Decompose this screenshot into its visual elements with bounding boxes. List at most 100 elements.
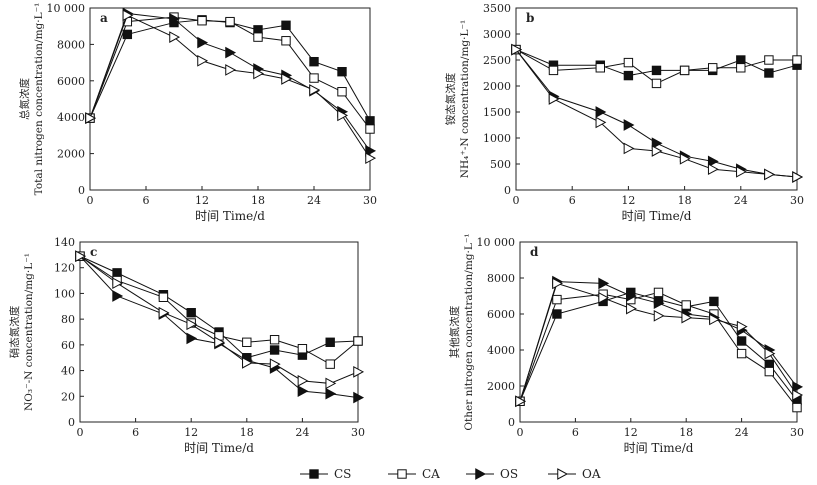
y-tick-label: 6000 — [487, 308, 515, 321]
panel-letter: d — [530, 245, 539, 259]
y-tick-label: 3000 — [483, 28, 511, 41]
y-axis-label-cn: 总氮浓度 — [18, 78, 31, 120]
point-OA — [598, 291, 610, 304]
point-OA — [595, 116, 607, 129]
point-OA — [651, 145, 663, 157]
series-line-OS — [89, 12, 371, 152]
x-tick-label: 0 — [513, 194, 520, 207]
y-axis-label-cn: 铵态氮浓度 — [444, 72, 457, 125]
point-CA — [736, 348, 747, 359]
panel-letter: b — [526, 11, 534, 25]
point-OS — [792, 381, 804, 393]
panel-c: 0 6 12 18 24 30 0 20 40 60 80 100 120 140 c 时间 Time/d 硝态… — [8, 236, 365, 455]
point-CA — [595, 63, 605, 73]
point-CA — [651, 78, 662, 89]
series-CA — [515, 287, 802, 413]
x-tick-label: 6 — [569, 194, 576, 207]
point-CA — [679, 65, 690, 76]
legend-item-OS: OS — [466, 467, 518, 481]
x-axis-label: 时间 Time/d — [184, 441, 254, 455]
panel-b: 0 6 12 18 24 30 0 500 1000 1500 2000 2500 3000 3500 b 时… — [444, 2, 804, 223]
x-tick-label: 0 — [517, 426, 524, 439]
point-CA — [653, 287, 664, 298]
point-CA — [708, 63, 718, 73]
y-tick-label: 60 — [61, 339, 75, 352]
y-tick-label: 2000 — [487, 380, 515, 393]
point-OA — [225, 64, 237, 76]
point-CA — [736, 63, 746, 73]
x-tick-label: 24 — [735, 426, 749, 439]
y-tick-label: 1500 — [483, 106, 511, 119]
x-tick-label: 18 — [679, 426, 693, 439]
point-CA — [281, 36, 291, 46]
plot-frame — [519, 241, 798, 423]
point-OS — [197, 36, 209, 49]
x-axis-label: 时间 Time/d — [624, 441, 694, 455]
legend-item-CS: CS — [300, 467, 351, 481]
point-CS — [651, 65, 662, 76]
point-OA — [85, 112, 97, 124]
point-CS — [186, 308, 196, 318]
point-CA — [365, 124, 375, 134]
point-OA — [548, 93, 560, 105]
point-OA — [75, 250, 87, 262]
x-tick-label: 24 — [734, 194, 748, 207]
series-line-OA — [519, 282, 798, 402]
point-OS — [169, 13, 181, 25]
point-CA — [764, 55, 774, 65]
point-OA — [169, 31, 181, 43]
x-tick-label: 6 — [143, 194, 150, 207]
legend-item-OA: OA — [548, 467, 601, 481]
series-line-OA — [515, 49, 798, 178]
series-line-CS — [515, 49, 798, 77]
point-OA — [214, 336, 226, 349]
y-tick-label: 0 — [68, 416, 75, 429]
x-tick-label: 0 — [87, 194, 94, 207]
x-axis-label: 时间 Time/d — [195, 209, 265, 223]
y-tick-label: 6000 — [57, 75, 85, 88]
plot-frame — [89, 7, 371, 191]
panel-letter: a — [100, 11, 108, 25]
point-CA — [792, 55, 802, 65]
y-tick-label: 2000 — [483, 80, 511, 93]
point-CA — [325, 359, 335, 369]
y-axis-label-cn: 硝态氮浓度 — [8, 305, 21, 358]
y-tick-label: 80 — [61, 313, 75, 326]
plot-frame — [515, 7, 798, 191]
point-OS — [225, 46, 237, 59]
legend: CS CA OS OA — [300, 467, 601, 481]
x-tick-label: 6 — [132, 426, 139, 439]
point-OA — [112, 277, 124, 289]
point-OA — [792, 389, 804, 401]
point-CS — [736, 336, 747, 346]
point-OS — [325, 387, 337, 400]
point-OA — [764, 347, 776, 360]
x-tick-label: 30 — [363, 194, 377, 207]
series-OA — [511, 43, 804, 183]
legend-label: OA — [582, 467, 601, 481]
y-tick-label: 8000 — [57, 38, 85, 51]
point-OA — [122, 9, 134, 22]
y-axis-label-en: Total nitrogen concentration/mg·L⁻¹ — [33, 3, 45, 196]
point-OA — [681, 311, 693, 324]
point-CA — [623, 57, 634, 68]
point-CA — [197, 16, 207, 26]
x-tick-label: 0 — [77, 426, 84, 439]
legend-marker — [397, 469, 407, 479]
point-OA — [792, 171, 804, 183]
point-CA — [297, 344, 308, 354]
point-OS — [598, 277, 610, 290]
series-line-OS — [515, 49, 798, 178]
point-CS — [269, 345, 280, 355]
y-tick-label: 8000 — [487, 272, 515, 285]
y-tick-label: 40 — [61, 365, 75, 378]
y-tick-label: 500 — [490, 158, 511, 171]
series-line-CA — [79, 255, 359, 365]
point-CA — [269, 335, 280, 345]
point-OA — [707, 163, 719, 176]
point-CA — [764, 366, 774, 377]
point-OA — [197, 54, 209, 67]
point-OA — [365, 152, 377, 164]
point-CS — [112, 268, 122, 278]
point-OA — [653, 309, 665, 322]
